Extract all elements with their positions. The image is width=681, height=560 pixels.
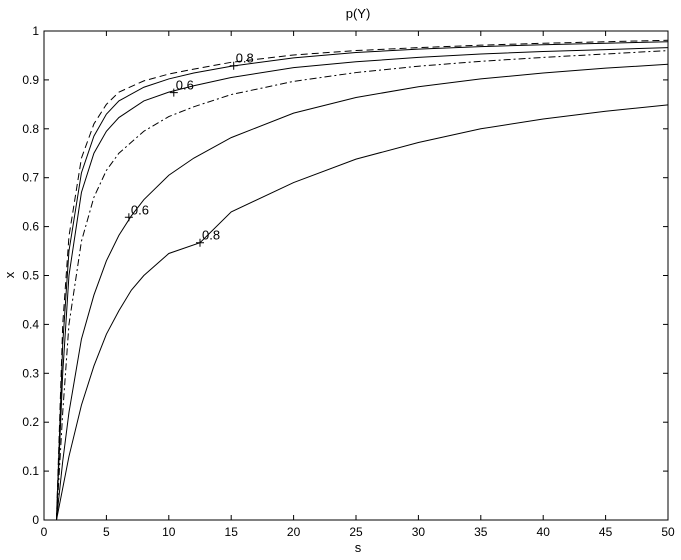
y-tick-label: 0.5 [22,269,39,283]
x-axis-label: s [355,540,362,555]
series-line-6 [55,104,669,521]
y-tick-label: 1 [32,24,39,38]
annotation-label: 0.6 [131,202,149,217]
y-tick-label: 0.4 [22,317,39,331]
y-tick-label: 0.1 [22,464,39,478]
annotation-layer: 0.8 0.6 0.6 0.8 [124,51,254,247]
annotation-label: 0.6 [176,78,194,93]
x-tick-label: 35 [474,525,488,539]
x-tick-label: 15 [225,525,239,539]
x-tick-label: 30 [412,525,426,539]
x-tick-label: 10 [162,525,176,539]
series-line-5 [55,63,669,521]
annotation-marker [124,213,133,222]
chart-title: p(Y) [346,6,371,21]
annotation-marker [169,88,178,97]
y-tick-label: 0.7 [22,171,39,185]
annotation-marker [196,238,204,247]
x-tick-label: 20 [287,525,301,539]
y-tick-label: 0.2 [22,415,39,429]
x-tick-label: 40 [537,525,551,539]
series-line-3 [55,47,669,521]
series-line-2 [55,41,669,521]
annotation-marker [229,61,238,70]
x-tick-label: 25 [349,525,363,539]
y-tick-label: 0 [32,513,39,527]
x-tick-label: 5 [103,525,110,539]
x-tick-label: 0 [41,525,48,539]
axis-ticks: 0 5 10 15 20 25 30 35 40 45 5000.10.20.30.40.50.60… [22,24,675,539]
series-line-1 [55,39,669,521]
annotation-label: 0.8 [202,228,220,243]
y-tick-label: 0.6 [22,220,39,234]
y-tick-label: 0.3 [22,366,39,380]
y-axis-label: x [2,271,17,278]
x-tick-label: 45 [599,525,613,539]
y-tick-label: 0.9 [22,73,39,87]
series-line-4 [55,50,669,521]
annotation-label: 0.8 [236,51,254,66]
y-tick-label: 0.8 [22,122,39,136]
x-tick-label: 50 [661,525,675,539]
plot-frame [43,30,669,521]
series-layer [55,39,669,521]
